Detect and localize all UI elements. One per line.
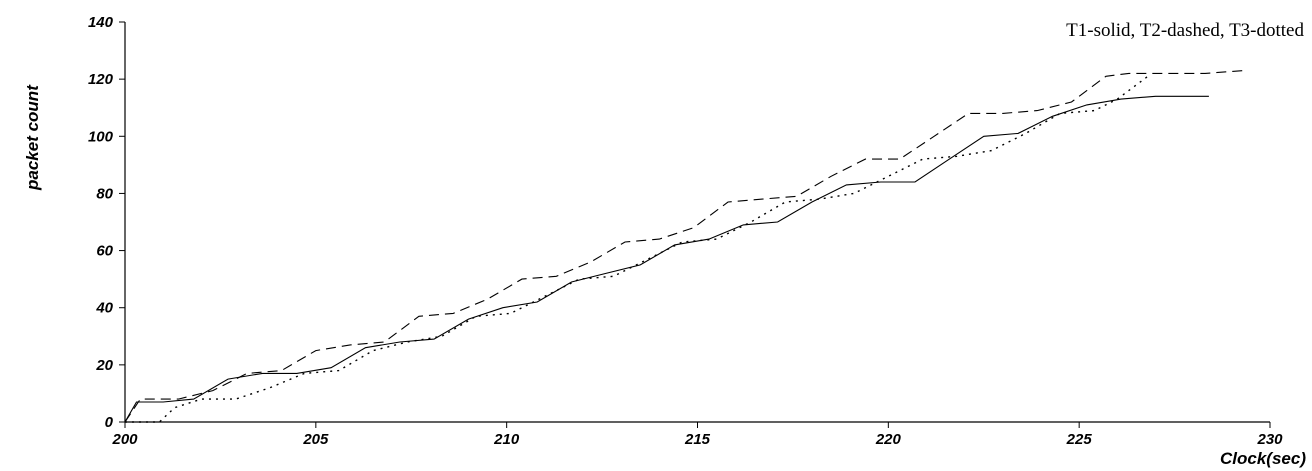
x-axis-label: Clock(sec) [1220, 449, 1306, 468]
x-tick-label: 230 [1256, 431, 1283, 448]
x-tick-label: 215 [684, 431, 711, 448]
y-tick-label: 140 [88, 14, 114, 31]
x-tick-label: 205 [302, 431, 329, 448]
series-line-t1 [124, 95, 1209, 423]
y-axis-label: packet count [23, 84, 42, 191]
tick-labels: 200 205 210 215 220 225 230 0 20 40 60 80 100 120 140 [88, 14, 1283, 448]
legend-text: T1-solid, T2-dashed, T3-dotted [1066, 20, 1304, 41]
y-tick-label: 80 [96, 185, 113, 202]
y-tick-label: 100 [88, 128, 114, 145]
y-tick-label: 60 [96, 243, 113, 260]
axes [119, 21, 1271, 428]
x-tick-label: 220 [875, 431, 902, 448]
y-tick-label: 40 [95, 300, 113, 317]
y-tick-label: 0 [105, 414, 114, 431]
y-tick-label: 20 [95, 357, 113, 374]
series-line-t2 [124, 70, 1244, 423]
series-line-t3 [125, 75, 1149, 423]
x-tick-label: 225 [1066, 431, 1093, 448]
x-tick-label: 200 [111, 431, 138, 448]
y-tick-label: 120 [88, 71, 114, 88]
plot-area [124, 70, 1244, 423]
x-tick-label: 210 [493, 431, 520, 448]
